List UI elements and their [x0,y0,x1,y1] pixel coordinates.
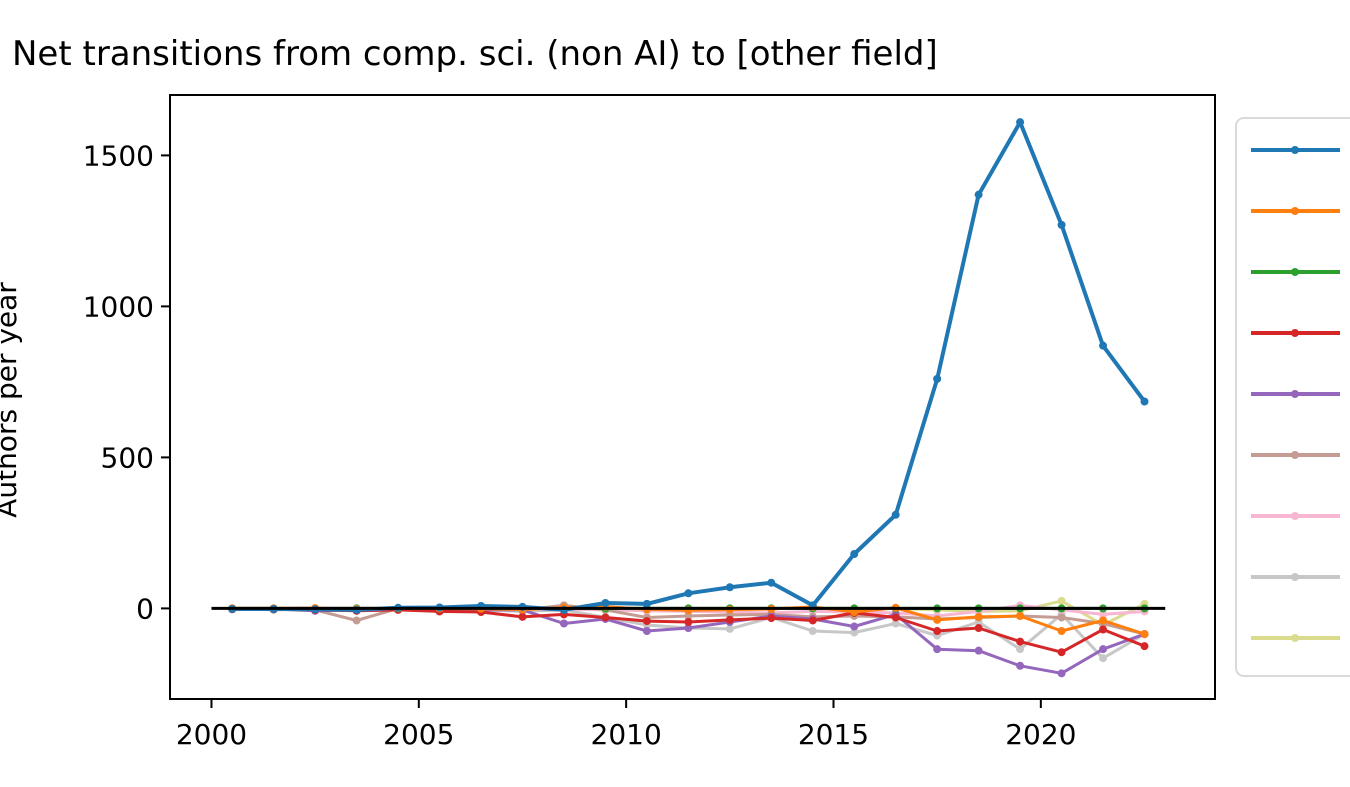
data-point [850,628,859,637]
data-point [1016,611,1025,620]
data-point [352,616,361,625]
data-point [891,619,900,628]
data-point [891,613,900,622]
data-point [1099,341,1108,350]
data-point [974,190,983,199]
data-point [850,608,859,617]
data-point [1057,669,1066,678]
data-point [974,612,983,621]
data-point [1140,397,1149,406]
legend-entry-9 [1251,634,1340,642]
data-point [933,627,942,636]
data-point [974,646,983,655]
data-point [974,624,983,633]
legend-entry-7 [1251,512,1340,520]
data-point [808,616,817,625]
data-point [725,615,734,624]
data-point [933,615,942,624]
data-point [601,598,610,607]
series-1 [228,118,1149,614]
y-axis: 0 500 1000 1500 [83,139,170,625]
data-point [1057,220,1066,229]
y-tick-label: 0 [136,592,154,625]
x-tick-label: 2005 [383,718,454,751]
data-point [642,627,651,636]
data-point [1099,645,1108,654]
data-point [850,550,859,559]
data-point [1057,596,1066,605]
data-point [684,617,693,626]
legend-entry-3 [1251,268,1340,276]
legend-entry-2 [1251,207,1340,215]
data-point [725,624,734,633]
legend-entry-6 [1251,451,1340,459]
data-point [601,613,610,622]
data-point [684,589,693,598]
data-point [891,510,900,519]
legend-swatch-marker [1291,329,1299,337]
data-point [767,614,776,623]
data-point [850,622,859,631]
data-point [933,645,942,654]
data-point [1099,616,1108,625]
data-point [1099,610,1108,619]
data-point [642,599,651,608]
legend-entry-5 [1251,390,1340,398]
data-point [725,583,734,592]
y-axis-label: Authors per year [0,282,23,518]
data-point [684,624,693,633]
legend-swatch-marker [1291,573,1299,581]
data-point [642,617,651,626]
y-tick-label: 1000 [83,290,154,323]
legend-entry-4 [1251,329,1340,337]
x-tick-label: 2010 [591,718,662,751]
x-tick-label: 2020 [1005,718,1076,751]
data-point [1057,613,1066,622]
legend [1235,117,1350,677]
legend-swatch-marker [1291,390,1299,398]
plot-area: 2000 2005 2010 2015 2020 0 500 1000 1500 [83,94,1216,751]
chart-title: Net transitions from comp. sci. (non AI)… [12,34,938,74]
legend-swatch-marker [1291,146,1299,154]
x-axis: 2000 2005 2010 2015 2020 [176,699,1076,751]
data-point [767,578,776,587]
legend-entries [1251,146,1340,642]
legend-swatch-marker [1291,634,1299,642]
data-point [1016,661,1025,670]
data-point [1016,645,1025,654]
data-point [1016,637,1025,646]
legend-swatch-marker [1291,268,1299,276]
data-point [1057,627,1066,636]
data-point [1099,654,1108,663]
data-point [1140,630,1149,639]
series-layer [228,118,1149,678]
data-point [1057,648,1066,657]
y-tick-label: 1500 [83,139,154,172]
data-point [684,611,693,620]
plot-frame [169,94,1216,700]
data-point [1140,642,1149,651]
y-tick-label: 500 [101,441,154,474]
data-point [933,374,942,383]
legend-swatch-marker [1291,451,1299,459]
data-point [1099,625,1108,634]
legend-swatch-marker [1291,512,1299,520]
data-point [1016,118,1025,127]
data-point [808,627,817,636]
data-point [559,619,568,628]
x-tick-label: 2000 [176,718,247,751]
legend-entry-1 [1251,146,1340,154]
legend-entry-8 [1251,573,1340,581]
series-line [232,120,1147,612]
x-tick-label: 2015 [798,718,869,751]
data-point [518,612,527,621]
legend-swatch-marker [1291,207,1299,215]
